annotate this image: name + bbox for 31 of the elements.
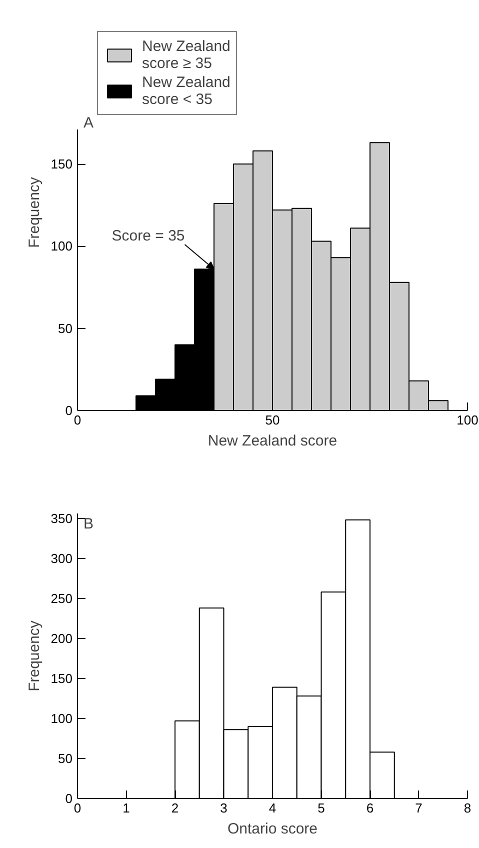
x-tick-label: 1 <box>122 800 130 816</box>
x-tick-label: 5 <box>318 800 325 816</box>
y-tick-label: 150 <box>50 156 73 172</box>
x-tick-label: 8 <box>464 800 472 816</box>
legend-label: New Zealand score < 35 <box>142 74 230 108</box>
chart-title: B <box>84 516 94 532</box>
y-tick-label: 100 <box>50 238 73 254</box>
x-tick-label: 6 <box>366 800 374 816</box>
x-axis-title: New Zealand score <box>208 432 338 450</box>
x-tick-label: 100 <box>456 412 478 428</box>
y-axis-title: Frequency <box>26 176 43 248</box>
x-tick-label: 3 <box>220 800 228 816</box>
y-tick-label: 0 <box>65 791 73 806</box>
x-axis-title: Ontario score <box>227 820 318 838</box>
x-tick-label: 4 <box>268 800 276 816</box>
x-tick-label: 50 <box>265 412 280 428</box>
y-tick-label: 50 <box>58 320 73 336</box>
y-tick-label: 50 <box>58 750 73 766</box>
y-tick-label: 0 <box>65 403 73 418</box>
y-tick-label: 150 <box>50 670 73 686</box>
y-tick-label: 300 <box>50 550 73 566</box>
x-tick-label: 7 <box>415 800 422 816</box>
y-tick-label: 200 <box>50 630 73 646</box>
y-axis-title: Frequency <box>26 620 43 692</box>
chart-title: A <box>84 114 94 132</box>
y-tick-label: 350 <box>50 510 73 526</box>
annotation: Score = 35 <box>112 228 185 245</box>
y-tick-label: 250 <box>50 590 73 606</box>
y-tick-label: 100 <box>50 710 73 726</box>
legend-label: New Zealand score ≥ 35 <box>142 38 230 72</box>
x-tick-label: 2 <box>171 800 179 816</box>
